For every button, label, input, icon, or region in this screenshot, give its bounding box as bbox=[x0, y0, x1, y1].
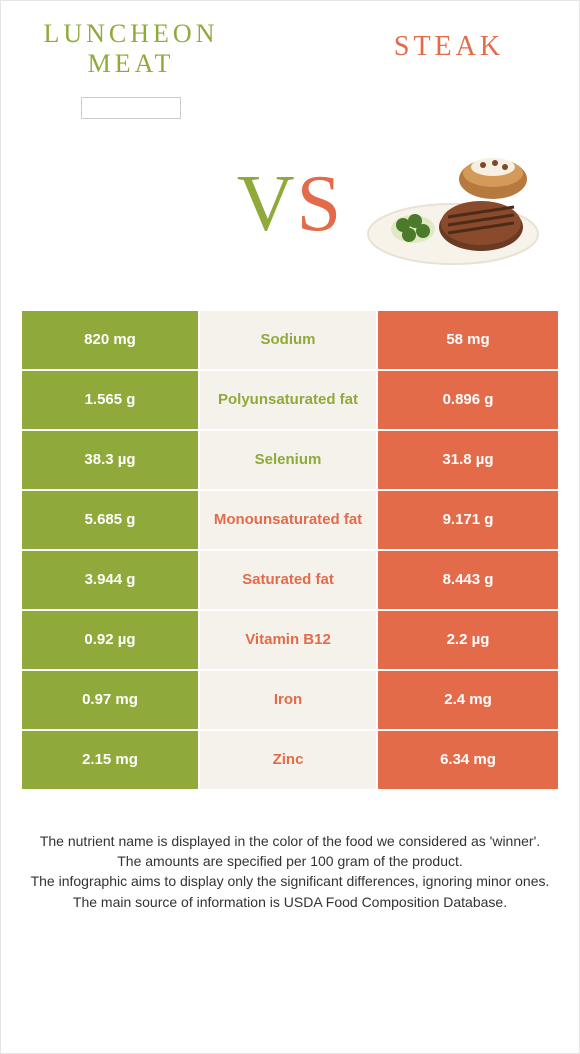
nutrient-label: Zinc bbox=[200, 731, 378, 789]
nutrient-label: Sodium bbox=[200, 311, 378, 369]
footer-line-4: The main source of information is USDA F… bbox=[19, 892, 561, 912]
nutrient-label: Selenium bbox=[200, 431, 378, 489]
table-row: 0.97 mgIron2.4 mg bbox=[22, 671, 558, 731]
table-row: 820 mgSodium58 mg bbox=[22, 311, 558, 371]
footer-line-1: The nutrient name is displayed in the co… bbox=[19, 831, 561, 851]
right-value: 8.443 g bbox=[378, 551, 558, 609]
steak-plate-icon bbox=[363, 139, 543, 269]
right-value: 0.896 g bbox=[378, 371, 558, 429]
nutrient-label: Polyunsaturated fat bbox=[200, 371, 378, 429]
right-food-image bbox=[363, 139, 543, 269]
right-value: 31.8 µg bbox=[378, 431, 558, 489]
left-value: 5.685 g bbox=[22, 491, 200, 549]
left-food-image-placeholder bbox=[81, 97, 181, 119]
left-value: 0.97 mg bbox=[22, 671, 200, 729]
left-value: 1.565 g bbox=[22, 371, 200, 429]
nutrient-comparison-table: 820 mgSodium58 mg1.565 gPolyunsaturated … bbox=[22, 309, 558, 791]
right-value: 58 mg bbox=[378, 311, 558, 369]
table-row: 5.685 gMonounsaturated fat9.171 g bbox=[22, 491, 558, 551]
right-value: 6.34 mg bbox=[378, 731, 558, 789]
nutrient-label: Saturated fat bbox=[200, 551, 378, 609]
footer-line-3: The infographic aims to display only the… bbox=[19, 871, 561, 891]
table-row: 38.3 µgSelenium31.8 µg bbox=[22, 431, 558, 491]
vs-s: S bbox=[297, 160, 344, 248]
table-row: 3.944 gSaturated fat8.443 g bbox=[22, 551, 558, 611]
footer-notes: The nutrient name is displayed in the co… bbox=[1, 791, 579, 912]
hero-row: VS bbox=[1, 119, 579, 309]
left-value: 38.3 µg bbox=[22, 431, 200, 489]
vs-v: V bbox=[237, 160, 297, 248]
nutrient-label: Iron bbox=[200, 671, 378, 729]
table-row: 0.92 µgVitamin B122.2 µg bbox=[22, 611, 558, 671]
vs-label: VS bbox=[237, 164, 343, 244]
left-food-title: LUNCHEON MEAT bbox=[31, 19, 231, 79]
footer-line-2: The amounts are specified per 100 gram o… bbox=[19, 851, 561, 871]
right-value: 2.4 mg bbox=[378, 671, 558, 729]
table-row: 1.565 gPolyunsaturated fat0.896 g bbox=[22, 371, 558, 431]
left-value: 2.15 mg bbox=[22, 731, 200, 789]
nutrient-label: Vitamin B12 bbox=[200, 611, 378, 669]
left-value: 820 mg bbox=[22, 311, 200, 369]
left-value: 0.92 µg bbox=[22, 611, 200, 669]
table-row: 2.15 mgZinc6.34 mg bbox=[22, 731, 558, 791]
right-food-title: STEAK bbox=[349, 19, 549, 63]
nutrient-label: Monounsaturated fat bbox=[200, 491, 378, 549]
right-value: 2.2 µg bbox=[378, 611, 558, 669]
left-value: 3.944 g bbox=[22, 551, 200, 609]
right-value: 9.171 g bbox=[378, 491, 558, 549]
